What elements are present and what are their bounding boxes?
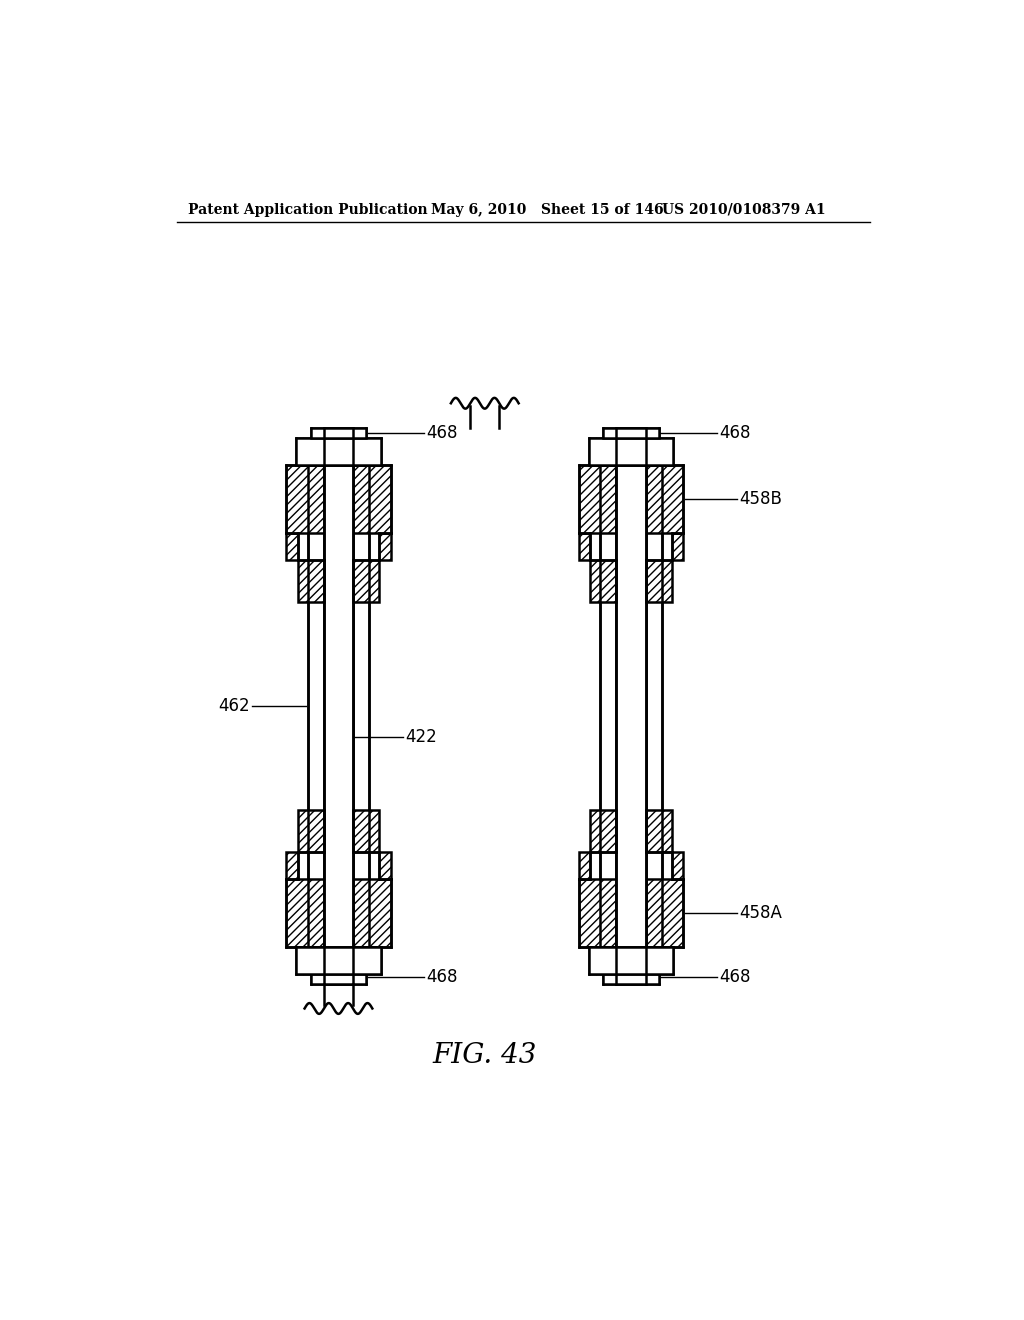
Bar xyxy=(579,465,616,533)
Bar xyxy=(324,428,353,983)
Bar xyxy=(353,465,370,946)
Text: 468: 468 xyxy=(426,424,458,442)
Bar xyxy=(672,853,683,879)
Text: US 2010/0108379 A1: US 2010/0108379 A1 xyxy=(662,203,825,216)
Bar xyxy=(286,879,324,946)
Bar xyxy=(590,560,616,602)
Bar xyxy=(353,465,391,533)
Bar xyxy=(579,533,590,560)
Text: 422: 422 xyxy=(406,727,437,746)
Text: 458A: 458A xyxy=(739,904,782,921)
Bar xyxy=(296,946,381,974)
Bar xyxy=(353,879,391,946)
Bar xyxy=(579,879,616,946)
Bar xyxy=(589,438,674,465)
Bar xyxy=(286,853,298,879)
Bar xyxy=(379,533,391,560)
Bar xyxy=(616,428,646,983)
Bar xyxy=(600,465,616,946)
Bar xyxy=(590,810,616,853)
Text: 468: 468 xyxy=(426,969,458,986)
Bar xyxy=(296,438,381,465)
Bar xyxy=(603,974,658,983)
Bar xyxy=(286,533,298,560)
Bar xyxy=(310,428,367,438)
Bar xyxy=(379,853,391,879)
Bar xyxy=(646,560,672,602)
Text: 468: 468 xyxy=(719,424,751,442)
Bar xyxy=(307,465,324,946)
Bar xyxy=(603,428,658,438)
Bar xyxy=(672,533,683,560)
Text: 468: 468 xyxy=(719,969,751,986)
Text: FIG. 43: FIG. 43 xyxy=(432,1041,537,1069)
Text: 462: 462 xyxy=(218,697,250,715)
Bar xyxy=(353,810,379,853)
Bar xyxy=(589,946,674,974)
Bar xyxy=(646,465,662,946)
Bar xyxy=(646,465,683,533)
Bar xyxy=(310,974,367,983)
Text: 458B: 458B xyxy=(739,490,782,508)
Bar xyxy=(646,810,672,853)
Bar xyxy=(298,810,324,853)
Text: May 6, 2010   Sheet 15 of 146: May 6, 2010 Sheet 15 of 146 xyxy=(431,203,664,216)
Bar xyxy=(353,560,379,602)
Bar xyxy=(646,879,683,946)
Bar xyxy=(579,853,590,879)
Bar xyxy=(286,465,324,533)
Bar xyxy=(298,560,324,602)
Text: Patent Application Publication: Patent Application Publication xyxy=(188,203,428,216)
